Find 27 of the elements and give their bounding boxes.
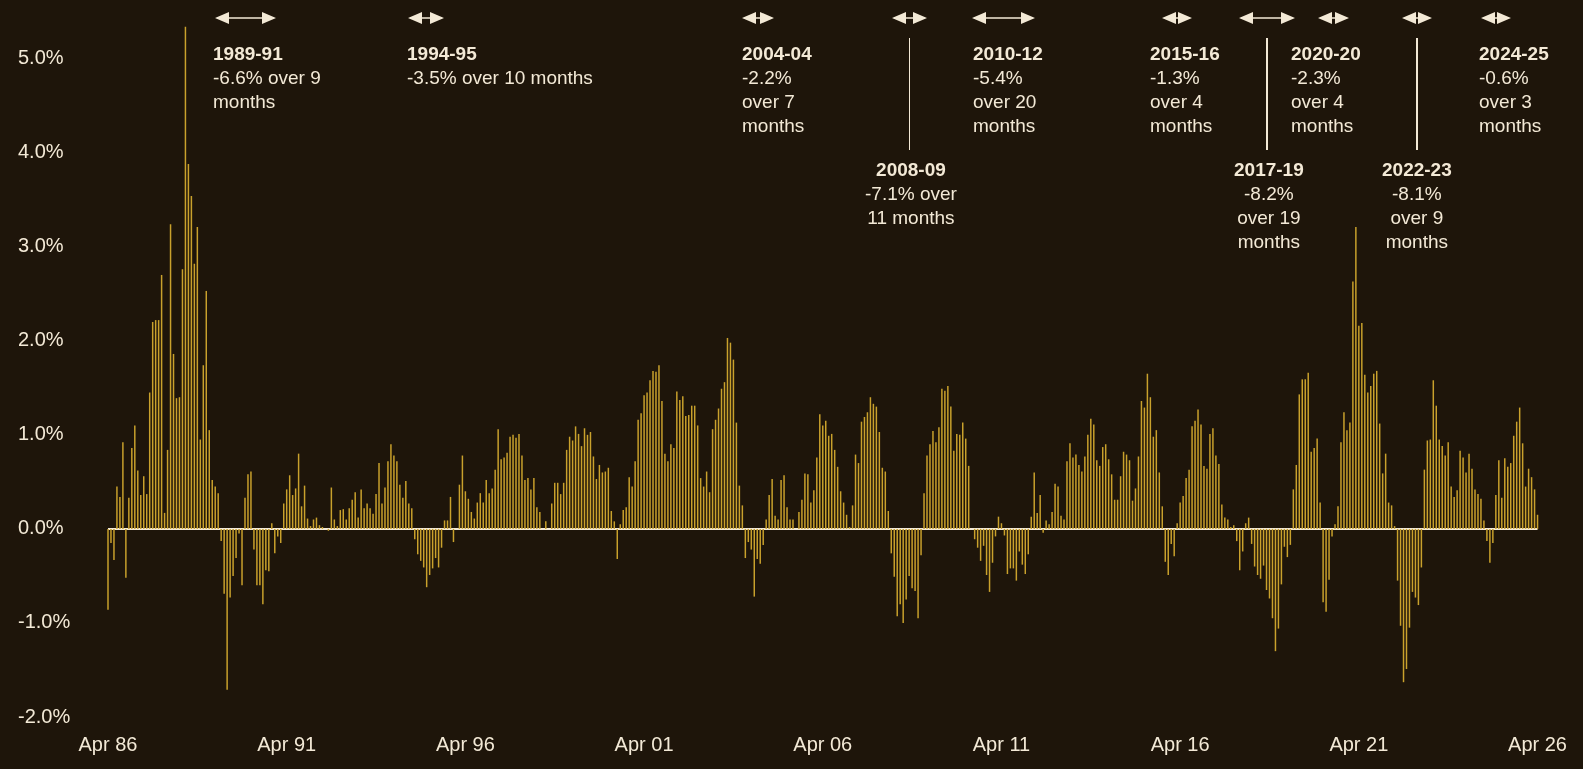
- y-tick-label: -2.0%: [18, 704, 71, 727]
- y-tick-label: -1.0%: [18, 610, 71, 633]
- x-tick-label: Apr 86: [78, 732, 138, 755]
- y-tick-label: 5.0%: [18, 46, 64, 69]
- y-tick-label: 1.0%: [18, 422, 64, 445]
- x-tick-label: Apr 01: [614, 732, 674, 755]
- x-tick-label: Apr 91: [257, 732, 317, 755]
- y-tick-label: 4.0%: [18, 140, 64, 163]
- x-tick-label: Apr 96: [435, 732, 495, 755]
- annotation: 1989-91 -6.6% over 9 months: [213, 42, 321, 114]
- annotation: 2010-12 -5.4% over 20 months: [973, 42, 1043, 138]
- annotation: 1994-95 -3.5% over 10 months: [407, 42, 593, 90]
- x-tick-label: Apr 21: [1329, 732, 1389, 755]
- y-tick-label: 2.0%: [18, 328, 64, 351]
- annotation: 2024-25 -0.6% over 3 months: [1479, 42, 1549, 138]
- annotation: 2015-16 -1.3% over 4 months: [1150, 42, 1220, 138]
- x-tick-label: Apr 26: [1508, 732, 1568, 755]
- x-tick-label: Apr 11: [972, 732, 1031, 755]
- x-tick-label: Apr 06: [793, 732, 853, 755]
- y-tick-label: 3.0%: [18, 234, 64, 257]
- x-tick-label: Apr 16: [1150, 732, 1210, 755]
- y-tick-label: 0.0%: [18, 516, 64, 539]
- annotation: 2017-19 -8.2% over 19 months: [1234, 158, 1304, 254]
- annotation: 2004-04 -2.2% over 7 months: [742, 42, 812, 138]
- annotation: 2022-23 -8.1% over 9 months: [1382, 158, 1452, 254]
- annotation: 2008-09 -7.1% over 11 months: [865, 158, 957, 230]
- annotation: 2020-20 -2.3% over 4 months: [1291, 42, 1361, 138]
